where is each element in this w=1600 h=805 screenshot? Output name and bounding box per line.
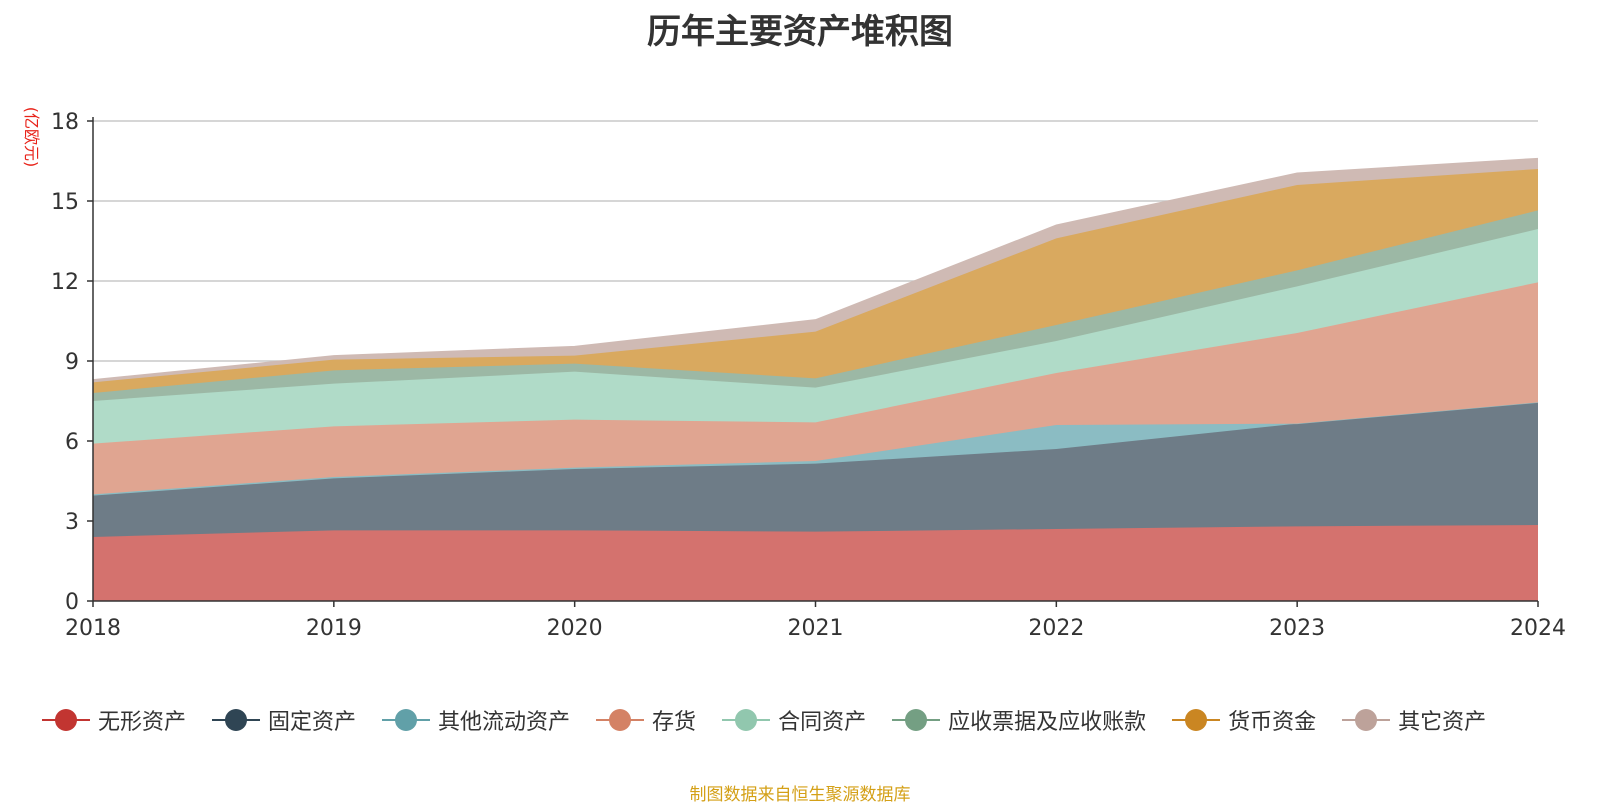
legend-item[interactable]: 合同资产 <box>722 704 866 736</box>
y-tick-label: 0 <box>65 590 79 615</box>
area-series <box>93 402 1538 496</box>
y-tick-label: 6 <box>65 430 79 455</box>
y-tick-label: 18 <box>51 110 79 135</box>
legend-marker-icon <box>1342 708 1391 732</box>
legend-marker-icon <box>892 708 941 732</box>
area-series <box>93 402 1538 537</box>
x-tick-label: 2024 <box>1510 616 1566 641</box>
legend-item[interactable]: 其它资产 <box>1342 704 1486 736</box>
chart-legend: 无形资产 固定资产 其他流动资产 存货 合同资产 应收票据及应收账款 货币资金 其它资产 <box>42 702 1486 738</box>
legend-item[interactable]: 固定资产 <box>212 704 356 736</box>
legend-label: 无形资产 <box>98 710 187 735</box>
legend-marker-icon <box>382 708 431 732</box>
legend-item[interactable]: 货币资金 <box>1172 704 1316 736</box>
legend-marker-icon <box>1172 708 1221 732</box>
legend-item[interactable]: 存货 <box>596 704 696 736</box>
chart-title: 历年主要资产堆积图 <box>647 12 953 52</box>
y-tick-label: 12 <box>51 270 79 295</box>
legend-label: 存货 <box>652 710 697 735</box>
area-series <box>93 169 1538 393</box>
legend-item[interactable]: 其他流动资产 <box>382 704 570 736</box>
legend-label: 应收票据及应收账款 <box>948 710 1147 735</box>
y-tick-label: 9 <box>65 350 79 375</box>
legend-label: 合同资产 <box>778 710 867 735</box>
area-series <box>93 282 1538 495</box>
series-line <box>92 157 1539 381</box>
legend-label: 固定资产 <box>268 710 357 735</box>
x-tick-label: 2022 <box>1028 616 1084 641</box>
legend-marker-icon <box>42 708 90 732</box>
area-series <box>93 229 1538 444</box>
legend-label: 货币资金 <box>1228 710 1317 735</box>
x-tick-label: 2018 <box>65 616 121 641</box>
unit-label: (亿欧元) <box>22 107 41 168</box>
x-tick-label: 2023 <box>1269 616 1325 641</box>
y-tick-label: 15 <box>51 190 79 215</box>
y-tick-label: 3 <box>65 510 79 535</box>
legend-label: 其他流动资产 <box>438 710 571 735</box>
legend-item[interactable]: 无形资产 <box>42 704 186 736</box>
legend-marker-icon <box>596 708 645 732</box>
x-tick-label: 2020 <box>547 616 603 641</box>
legend-label: 其它资产 <box>1398 710 1487 735</box>
area-series <box>93 210 1538 401</box>
x-tick-label: 2021 <box>788 616 844 641</box>
area-series <box>93 525 1538 601</box>
data-source-note: 制图数据来自恒生聚源数据库 <box>689 785 911 805</box>
legend-marker-icon <box>212 708 261 732</box>
legend-marker-icon <box>722 708 771 732</box>
legend-item[interactable]: 应收票据及应收账款 <box>892 704 1146 736</box>
x-tick-label: 2019 <box>306 616 362 641</box>
